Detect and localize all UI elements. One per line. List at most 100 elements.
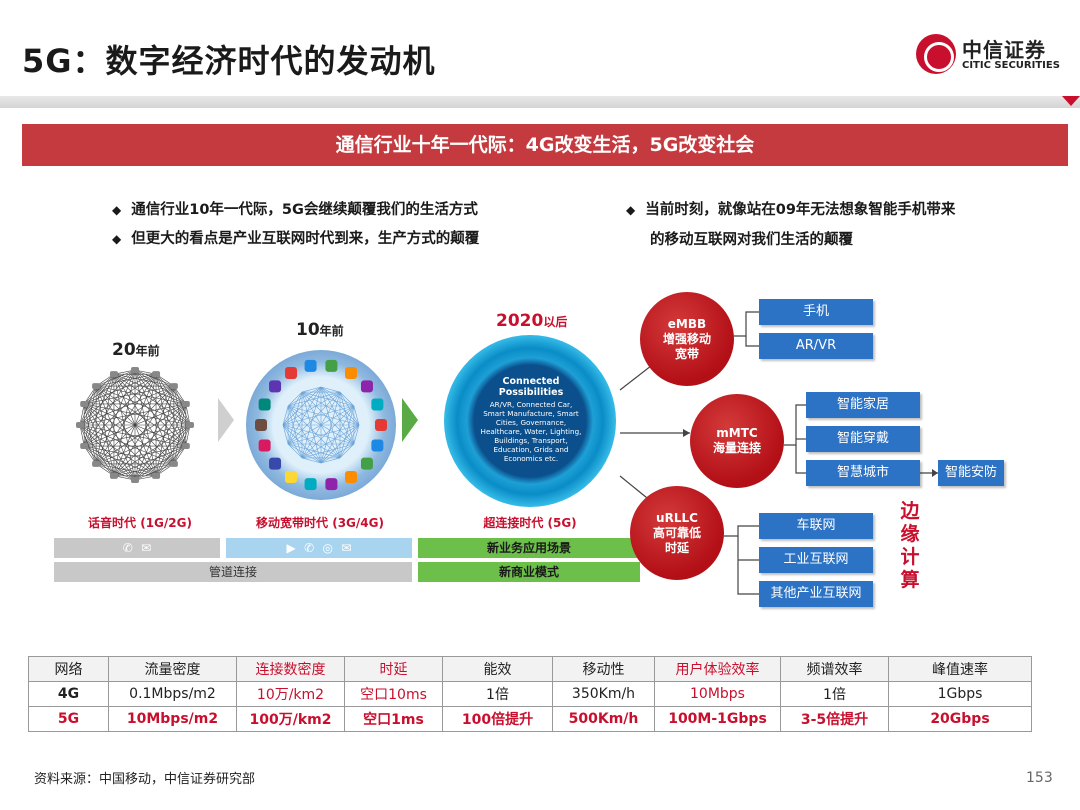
table-cell: 10Mbps [654,681,781,707]
mail-icon: ✉ [141,541,152,555]
header-divider [0,96,1080,108]
table-header: 时延 [344,656,443,682]
mobile-app-ring-icon [246,350,396,500]
table-header: 网络 [28,656,109,682]
section-banner: 通信行业十年一代际：4G改变生活，5G改变社会 [22,124,1068,166]
era2-suffix: 年前 [319,324,344,338]
table-header: 连接数密度 [236,656,345,682]
app-smart-security: 智能安防 [938,460,1004,486]
play-icon: ▶ [286,541,296,555]
connected-possibilities-globe [444,335,616,507]
table-header: 频谱效率 [780,656,889,682]
app-phone: 手机 [759,299,873,325]
era3-name: 超连接时代 (5G) [483,516,577,530]
connected-title: Connected Possibilities [498,376,564,398]
table-cell: 100倍提升 [442,706,553,732]
bullet-right-line2: 的移动互联网对我们生活的颠覆 [650,232,853,248]
app-icon [325,359,338,372]
telephone-icon [92,460,101,467]
embb-label: eMBB 增强移动 宽带 [662,316,711,361]
app-icon [304,359,317,372]
bullet-left-2-text: 但更大的看点是产业互联网时代到来，生产方式的颠覆 [131,231,480,247]
broadband-icons-bar: ▶ ✆ ◎ ✉ [226,538,412,558]
table-cell: 0.1Mbps/m2 [108,681,237,707]
page-number: 153 [1026,770,1053,786]
table-cell: 4G [28,681,109,707]
table-row: 4G 0.1Mbps/m2 10万/km2 空口10ms 1倍 350Km/h … [28,681,1032,707]
phone-icon: ✆ [304,541,315,555]
telephone-icon [131,367,139,373]
bullet-right: ◆ 当前时刻，就像站在09年无法想象智能手机带来 [626,198,955,219]
telephone-icon [169,460,178,467]
table-cell: 3-5倍提升 [780,706,889,732]
telephone-icon [131,477,139,483]
connector-lines [619,311,938,595]
globe-icon: ◎ [322,541,334,555]
app-arvr: AR/VR [759,333,873,359]
header-marker-icon [1062,96,1080,106]
table-cell: 100万/km2 [236,706,345,732]
table-header: 移动性 [552,656,655,682]
era1-name: 话音时代 (1G/2G) [88,516,192,530]
table-cell: 100M-1Gbps [654,706,781,732]
new-business-bar: 新商业模式 [418,562,640,582]
telephone-icon [186,422,194,428]
app-car-network: 车联网 [759,513,873,539]
app-smart-wear: 智能穿戴 [806,426,920,452]
era1-label: 20年前 [112,340,160,360]
mail-icon: ✉ [341,541,352,555]
logo-cn-text: 中信证券 [962,38,1046,62]
arrow-right-icon [402,398,418,442]
pipe-connection-bar: 管道连接 [54,562,412,582]
table-header: 用户体验效率 [654,656,781,682]
app-icon [360,457,373,470]
app-icon [345,367,357,380]
phone-mesh-network-icon [76,367,194,483]
diamond-bullet-icon: ◆ [112,203,122,217]
table-header: 峰值速率 [888,656,1032,682]
app-icon [371,439,384,452]
app-icon [304,478,317,491]
app-icon [371,398,384,411]
table-cell: 1Gbps [888,681,1032,707]
app-icon [255,419,267,431]
app-icon [269,457,282,470]
era3-label: 2020以后 [496,311,567,331]
bullet-left-2: ◆ 但更大的看点是产业互联网时代到来，生产方式的颠覆 [112,227,479,248]
app-icon [285,367,297,380]
table-cell: 350Km/h [552,681,655,707]
app-smart-home: 智能家居 [806,392,920,418]
app-other-industrial: 其他产业互联网 [759,581,873,607]
telephone-icon [109,472,118,479]
table-header: 流量密度 [108,656,237,682]
app-icon [360,380,373,393]
app-icon [375,419,387,431]
telephone-icon [181,400,190,407]
table-cell: 1倍 [442,681,553,707]
table-cell: 5G [28,706,109,732]
edge-computing-label: 边缘计算 [900,500,920,591]
app-icon [345,470,357,483]
embb-scenario: eMBB 增强移动 宽带 [640,292,734,386]
urllc-label: uRLLC 高可靠低 时延 [652,510,701,555]
voice-icons-bar: ✆ ✉ [54,538,220,558]
page-title: 5G：数字经济时代的发动机 [22,42,436,80]
connected-text: AR/VR, Connected Car, Smart Manufacture,… [480,400,582,463]
era2-num: 10 [296,320,320,340]
bullet-left-1: ◆ 通信行业10年一代际，5G会继续颠覆我们的生活方式 [112,198,478,219]
app-icon [285,470,297,483]
telephone-icon [76,422,84,428]
bullet-left-1-text: 通信行业10年一代际，5G会继续颠覆我们的生活方式 [131,202,478,218]
table-cell: 10Mbps/m2 [108,706,237,732]
app-icon [325,478,338,491]
telephone-icon [181,443,190,450]
diamond-bullet-icon: ◆ [112,232,122,246]
table-header-row: 网络 流量密度 连接数密度 时延 能效 移动性 用户体验效率 频谱效率 峰值速率 [28,656,1032,682]
era1-suffix: 年前 [135,344,160,358]
table-header: 能效 [442,656,553,682]
comparison-table: 网络 流量密度 连接数密度 时延 能效 移动性 用户体验效率 频谱效率 峰值速率… [28,656,1032,732]
new-apps-bar: 新业务应用场景 [418,538,640,558]
phone-icon: ✆ [122,541,133,555]
citic-logo-icon [916,34,956,74]
bullet-right-line1: 当前时刻，就像站在09年无法想象智能手机带来 [645,202,956,218]
